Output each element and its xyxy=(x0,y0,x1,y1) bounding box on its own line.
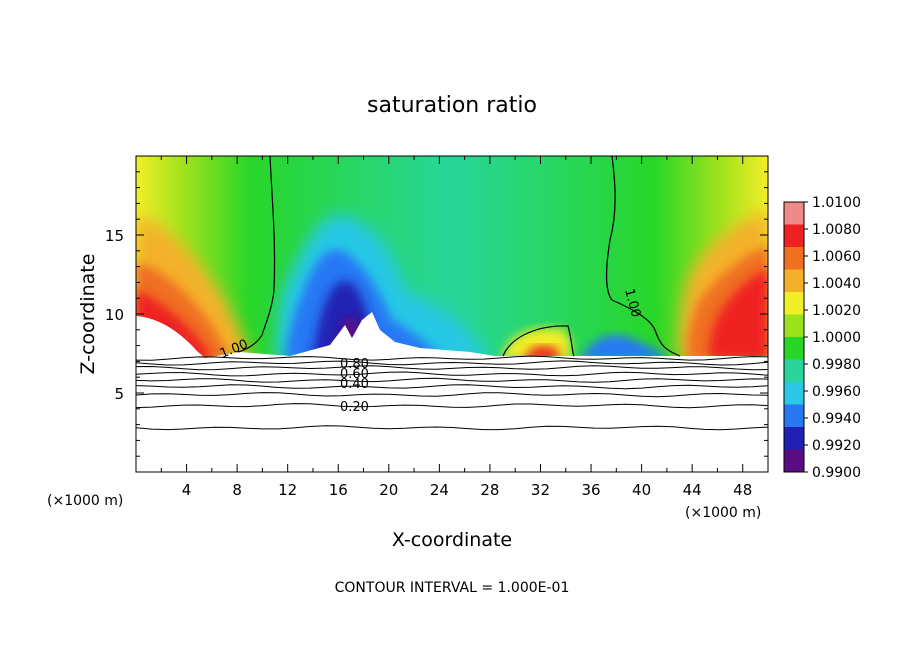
colorbar-label: 0.9940 xyxy=(812,411,861,427)
field-right-blue xyxy=(580,335,670,360)
x-unit-right: (×1000 m) xyxy=(685,505,761,521)
y-tick-label: 5 xyxy=(114,385,124,403)
contour-line-mid-1.00 xyxy=(502,325,575,357)
colorbar-swatch xyxy=(784,449,804,473)
colorbar-label: 0.9920 xyxy=(812,438,861,454)
x-unit-left: (×1000 m) xyxy=(47,493,123,509)
colorbar-swatch xyxy=(784,359,804,383)
y-tick-label: 10 xyxy=(105,306,124,324)
x-tick-label: 4 xyxy=(182,481,192,499)
colorbar-label: 1.0100 xyxy=(812,195,861,211)
contour-line-level xyxy=(136,425,768,431)
field-lower-white xyxy=(136,312,768,472)
x-tick-label: 44 xyxy=(683,481,702,499)
colorbar-label: 1.0000 xyxy=(812,330,861,346)
y-axis: 5 10 15 xyxy=(105,171,768,457)
contour-label-020: 0.20 xyxy=(340,400,369,415)
x-tick-label: 48 xyxy=(733,481,752,499)
contour-line-level xyxy=(136,371,768,377)
contour-label-right: 1.00 xyxy=(621,287,643,319)
x-tick-label: 12 xyxy=(278,481,297,499)
contour-label-060: 0.60 xyxy=(340,367,369,382)
x-tick-label: 32 xyxy=(531,481,550,499)
contour-line-level xyxy=(136,360,768,366)
colorbar-label: 0.9900 xyxy=(812,465,861,481)
colorbar-label: 1.0020 xyxy=(812,303,861,319)
colorbar-swatch xyxy=(784,404,804,428)
x-axis: 4 8 12 16 20 24 28 32 36 40 44 48 xyxy=(160,156,752,499)
chart-title: saturation ratio xyxy=(367,93,537,118)
contour-line-level xyxy=(136,392,768,398)
colorbar-swatch xyxy=(784,247,804,270)
x-tick-label: 8 xyxy=(232,481,242,499)
contour-line-right-1.00 xyxy=(605,156,681,357)
contour-line-level xyxy=(136,403,768,409)
contour-line-left-1.00 xyxy=(237,156,276,353)
colorbar-swatch xyxy=(784,202,804,225)
x-tick-label: 40 xyxy=(632,481,651,499)
x-axis-label: X-coordinate xyxy=(392,529,512,551)
contour-label-040: 0.40 xyxy=(340,377,369,392)
colorbar-label: 1.0080 xyxy=(812,222,861,238)
colorbar-label: 1.0060 xyxy=(812,249,861,265)
colorbar: 1.0100 1.0080 1.0060 1.0040 1.0020 1.0000 0.99… xyxy=(783,195,861,481)
x-tick-label: 28 xyxy=(480,481,499,499)
x-tick-label: 16 xyxy=(329,481,348,499)
colorbar-label: 1.0040 xyxy=(812,276,861,292)
colorbar-label: 0.9980 xyxy=(812,357,861,373)
colorbar-label: 0.9960 xyxy=(812,384,861,400)
contour-lines-lower xyxy=(136,355,768,431)
contour-line-level xyxy=(136,377,768,383)
x-tick-label: 36 xyxy=(581,481,600,499)
y-tick-label: 15 xyxy=(105,227,124,245)
colorbar-swatch xyxy=(784,337,804,360)
contour-labels: 1.00 1.00 0.80 0.60 0.40 0.20 xyxy=(218,287,643,415)
contour-line-level xyxy=(136,365,768,371)
colorbar-swatch xyxy=(784,382,804,405)
contour-interval-footer: CONTOUR INTERVAL = 1.000E-01 xyxy=(335,580,570,596)
colorbar-swatch xyxy=(784,314,804,338)
colorbar-swatch xyxy=(784,427,804,450)
x-tick-label: 24 xyxy=(430,481,449,499)
y-axis-label: Z-coordinate xyxy=(77,254,99,375)
contour-line-level xyxy=(136,355,768,361)
colorbar-swatch xyxy=(784,292,804,315)
colorbar-swatch xyxy=(784,269,804,293)
field-right-red xyxy=(709,268,768,360)
contour-line-level xyxy=(136,384,768,390)
contour-label-080: 0.80 xyxy=(340,357,369,372)
colorbar-swatch xyxy=(784,224,804,248)
plot-area xyxy=(136,156,768,472)
x-tick-label: 20 xyxy=(379,481,398,499)
